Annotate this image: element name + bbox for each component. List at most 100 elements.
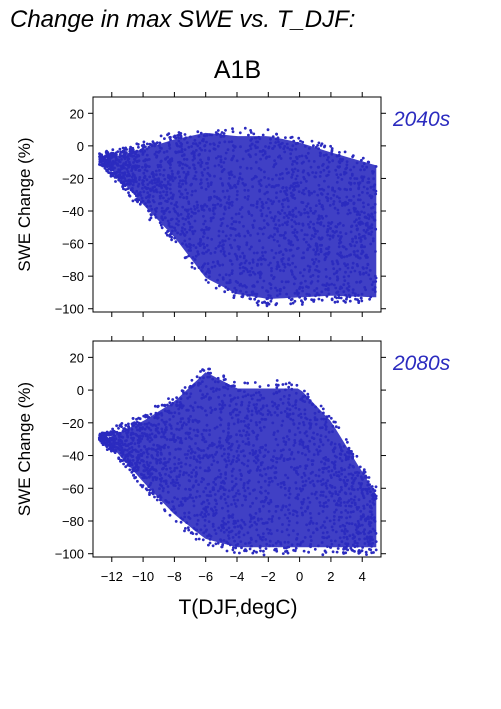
data-point — [233, 175, 236, 179]
data-point — [256, 264, 259, 267]
data-point — [210, 453, 214, 457]
data-point — [263, 479, 267, 483]
data-point — [221, 217, 225, 220]
data-point — [154, 216, 158, 219]
data-point — [137, 164, 141, 168]
data-point — [283, 513, 287, 517]
data-point — [262, 532, 265, 535]
data-point — [121, 429, 125, 433]
data-point — [320, 298, 324, 302]
data-point — [231, 536, 235, 539]
data-point — [124, 460, 128, 463]
data-point — [274, 141, 278, 144]
data-point — [317, 297, 321, 301]
data-point — [198, 141, 202, 145]
data-point — [370, 551, 374, 555]
data-point — [295, 155, 298, 159]
data-point — [285, 407, 289, 410]
data-point — [159, 457, 163, 461]
data-point — [238, 429, 242, 433]
data-point — [145, 433, 149, 436]
data-point — [245, 243, 249, 247]
data-point — [307, 528, 310, 532]
data-point — [137, 466, 140, 469]
data-point — [276, 136, 280, 140]
data-point — [363, 168, 366, 172]
data-point — [348, 211, 352, 215]
data-point — [294, 265, 297, 269]
data-point — [147, 158, 151, 161]
data-point — [345, 195, 349, 199]
data-point — [207, 398, 211, 401]
data-point — [167, 397, 170, 400]
data-point — [328, 519, 332, 523]
data-point — [98, 152, 101, 156]
data-point — [175, 475, 179, 479]
data-point — [338, 196, 341, 200]
data-point — [222, 539, 226, 542]
data-point — [360, 252, 363, 256]
data-point — [235, 255, 239, 259]
data-point — [317, 468, 321, 472]
data-point — [276, 429, 280, 433]
data-point — [294, 481, 298, 485]
data-point — [198, 376, 202, 380]
data-point — [195, 200, 199, 204]
data-point — [210, 265, 214, 269]
data-point — [325, 230, 329, 234]
data-point — [109, 442, 112, 445]
data-point — [326, 192, 330, 196]
data-point — [227, 537, 231, 540]
data-point — [359, 238, 363, 242]
data-point — [208, 149, 212, 153]
data-point — [185, 456, 188, 460]
data-point — [359, 509, 363, 513]
data-point — [192, 499, 196, 503]
data-point — [218, 388, 221, 391]
data-point — [299, 506, 303, 510]
data-point — [193, 401, 197, 404]
data-point — [224, 459, 228, 463]
data-point — [226, 504, 230, 508]
data-point — [345, 535, 349, 539]
data-point — [360, 491, 364, 495]
data-point — [224, 234, 228, 238]
data-point — [341, 202, 344, 205]
data-point — [324, 420, 328, 424]
data-point — [325, 516, 329, 520]
data-point — [250, 214, 254, 217]
data-point — [144, 487, 148, 491]
data-point — [293, 299, 297, 303]
data-point — [308, 294, 311, 297]
data-point — [163, 403, 167, 407]
data-point — [360, 299, 364, 303]
data-point — [208, 133, 212, 137]
data-point — [332, 267, 336, 270]
data-point — [340, 472, 343, 476]
data-point — [307, 189, 311, 193]
data-point — [355, 240, 358, 244]
data-point — [369, 521, 373, 525]
data-point — [359, 515, 363, 518]
data-point — [154, 411, 158, 415]
data-point — [247, 153, 251, 157]
data-point — [177, 487, 180, 490]
data-point — [207, 281, 210, 284]
data-point — [338, 238, 342, 242]
data-point — [336, 208, 340, 212]
data-point — [248, 401, 251, 404]
data-point — [248, 294, 252, 297]
data-point — [249, 129, 253, 132]
data-point — [361, 546, 364, 549]
data-point — [124, 183, 128, 187]
data-point — [190, 193, 194, 197]
data-point — [367, 217, 371, 221]
data-point — [305, 464, 309, 468]
data-point — [175, 205, 179, 209]
data-point — [198, 146, 202, 150]
data-point — [336, 547, 340, 550]
data-point — [130, 422, 134, 426]
data-point — [201, 173, 205, 177]
data-point — [201, 538, 205, 542]
data-point — [282, 269, 285, 273]
